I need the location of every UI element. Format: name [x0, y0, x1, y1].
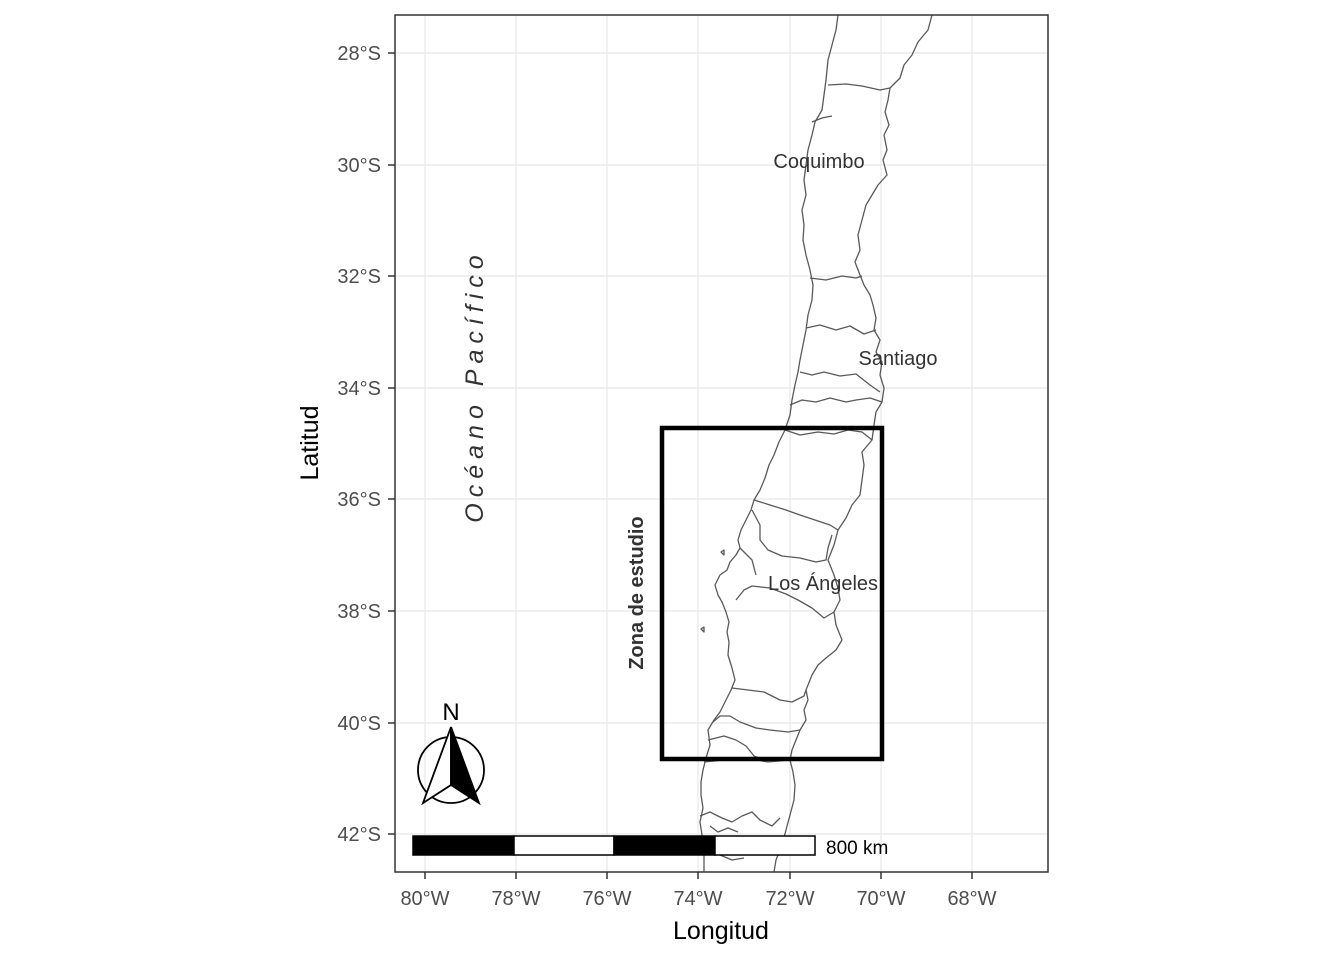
y-tick-label: 42°S: [337, 824, 381, 846]
place-label-santiago: Santiago: [859, 348, 938, 370]
region-boundary: [784, 429, 873, 441]
place-label-coquimbo: Coquimbo: [773, 151, 864, 173]
y-axis: 28°S 30°S 32°S 34°S 36°S 38°S 40°S 42°S: [337, 43, 395, 846]
region-boundary: [712, 715, 801, 733]
scale-segment: [613, 835, 716, 856]
north-arrow-right-half: [450, 726, 481, 806]
x-tick-label: 76°W: [582, 888, 631, 910]
north-arrow: N: [417, 699, 485, 806]
region-boundary: [739, 547, 757, 576]
scale-segment: [513, 835, 615, 856]
y-tick-label: 30°S: [337, 155, 381, 177]
region-boundary: [799, 371, 881, 393]
scale-bar: [412, 835, 816, 856]
y-tick-label: 34°S: [337, 378, 381, 400]
y-tick-label: 36°S: [337, 489, 381, 511]
study-area-box: [659, 425, 885, 762]
region-boundary: [731, 687, 807, 703]
region-boundary: [735, 585, 835, 619]
region-boundary: [707, 735, 765, 761]
scale-segment: [714, 835, 816, 856]
x-axis-title: Longitud: [673, 917, 769, 945]
region-boundary: [753, 499, 839, 531]
y-tick-label: 32°S: [337, 266, 381, 288]
region-boundary: [805, 324, 877, 335]
santa-maria-island: [720, 549, 725, 556]
y-axis-title: Latitud: [296, 405, 324, 480]
y-tick-label: 38°S: [337, 601, 381, 623]
region-boundary: [789, 397, 883, 406]
map-panel: [395, 15, 1048, 872]
region-boundary: [751, 509, 833, 563]
y-tick-label: 40°S: [337, 713, 381, 735]
mocha-island: [700, 626, 705, 633]
panel-frame: [394, 14, 1049, 873]
region-boundary: [809, 275, 863, 281]
place-label-los-angeles: Los Ángeles: [768, 572, 878, 595]
x-tick-label: 80°W: [400, 888, 449, 910]
north-label: N: [442, 699, 459, 726]
x-axis: 80°W 78°W 76°W 74°W 72°W 70°W 68°W: [400, 872, 997, 910]
scale-label: 800 km: [826, 838, 888, 859]
region-boundary: [811, 115, 833, 123]
chile-regions: [699, 14, 933, 873]
ocean-label: Océano Pacífico: [461, 249, 489, 522]
scale-segment: [412, 835, 515, 856]
x-tick-label: 70°W: [856, 888, 905, 910]
region-boundary: [827, 83, 891, 91]
x-tick-label: 68°W: [947, 888, 996, 910]
x-tick-label: 78°W: [491, 888, 540, 910]
x-tick-label: 72°W: [765, 888, 814, 910]
y-tick-label: 28°S: [337, 43, 381, 65]
x-tick-label: 74°W: [673, 888, 722, 910]
study-zone-label: Zona de estudio: [626, 516, 648, 669]
